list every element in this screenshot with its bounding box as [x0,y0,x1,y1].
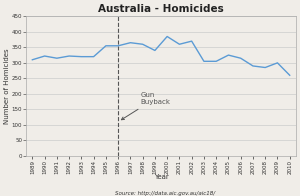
Text: Gun
Buyback: Gun Buyback [122,92,170,120]
Title: Australia - Homicides: Australia - Homicides [98,4,224,14]
Text: Source: http://data.aic.gov.au/aic18/: Source: http://data.aic.gov.au/aic18/ [115,191,215,196]
X-axis label: Year: Year [154,174,168,180]
Y-axis label: Number of Homicides: Number of Homicides [4,48,10,124]
